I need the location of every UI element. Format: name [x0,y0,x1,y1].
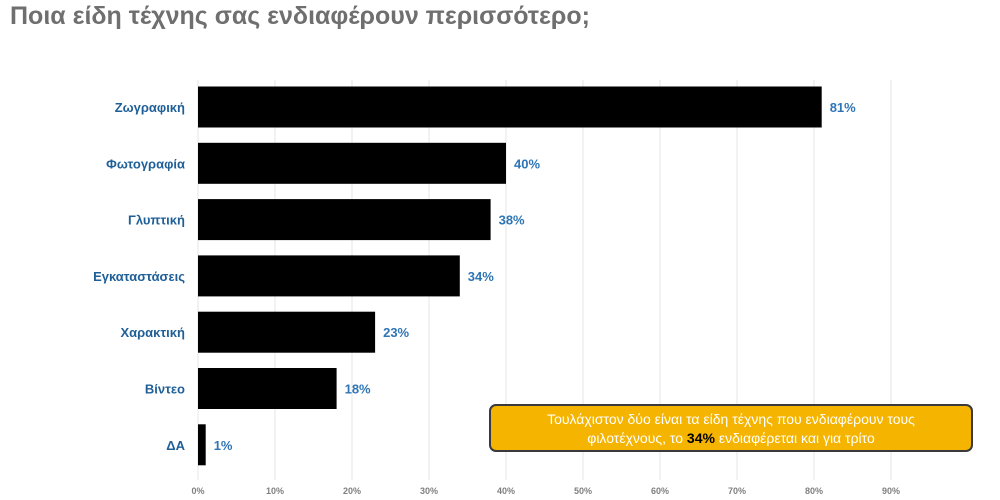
value-label: 81% [830,100,856,115]
value-label: 34% [468,269,494,284]
callout-text-before: φιλοτέχνους, το [587,430,687,446]
bar [198,424,206,466]
callout-box: Τουλάχιστον δύο είναι τα είδη τέχνης που… [489,404,973,452]
x-tick-label: 30% [420,486,438,496]
x-axis-ticks: 0% 10% 20% 30% 40% 50% 60% 70% 80% 90% [191,486,900,496]
x-tick-label: 20% [343,486,361,496]
x-tick-label: 40% [497,486,515,496]
category-label: Βίντεο [145,382,185,397]
x-tick-label: 10% [266,486,284,496]
category-labels: Ζωγραφική Φωτογραφία Γλυπτική Εγκαταστάσεις… [93,100,186,453]
bar [198,368,337,409]
bar [198,255,460,297]
category-label: Χαρακτική [120,325,185,340]
x-tick-label: 60% [651,486,669,496]
value-label: 40% [514,156,540,171]
value-label: 38% [499,213,525,228]
x-tick-label: 90% [882,486,900,496]
bar [198,142,506,184]
category-label: ΔΑ [166,438,185,453]
category-label: Ζωγραφική [115,100,185,115]
category-label: Γλυπτική [128,213,185,228]
value-labels: 81% 40% 38% 34% 23% 18% 1% [214,100,856,453]
callout-line-1: Τουλάχιστον δύο είναι τα είδη τέχνης που… [547,411,915,427]
value-label: 23% [383,325,409,340]
callout-highlight-value: 34% [686,430,715,446]
bars-group [198,86,822,466]
x-tick-label: 0% [191,486,204,496]
x-tick-label: 80% [805,486,823,496]
category-label: Εγκαταστάσεις [93,269,185,284]
bar [198,86,822,128]
category-label: Φωτογραφία [106,156,185,171]
x-tick-label: 50% [574,486,592,496]
bar [198,311,376,353]
x-tick-label: 70% [728,486,746,496]
bar [198,199,491,241]
callout-line-2: φιλοτέχνους, το 34% ενδιαφέρεται και για… [491,429,971,448]
callout-text-after: ενδιαφέρεται και για τρίτο [714,430,875,446]
value-label: 1% [214,438,233,453]
value-label: 18% [345,382,371,397]
chart-title: Ποια είδη τέχνης σας ενδιαφέρουν περισσό… [10,2,590,30]
